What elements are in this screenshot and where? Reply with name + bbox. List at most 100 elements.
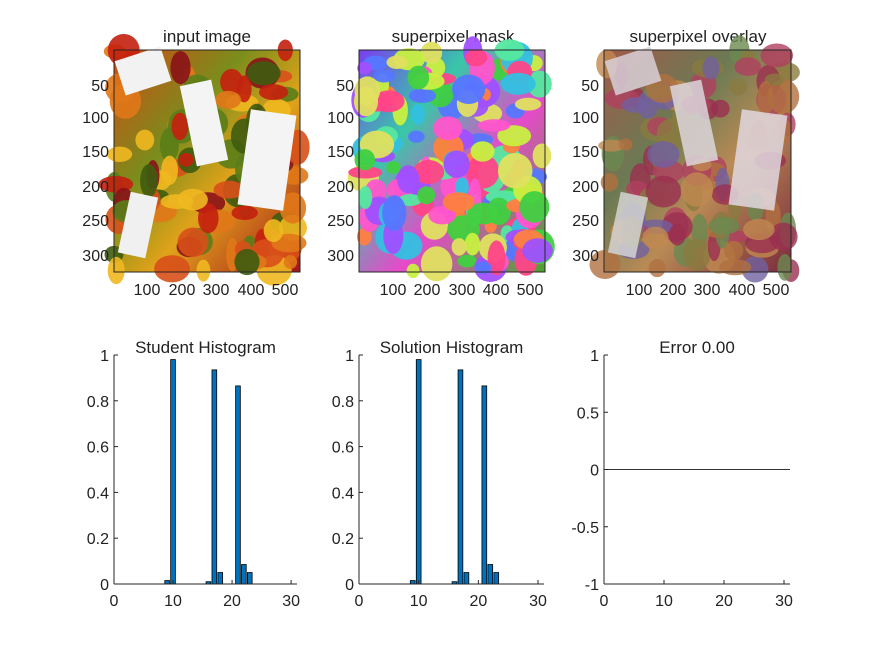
superpixel-overlay-panel: superpixel overlay 50 100 150 200 250 30… [572,27,800,299]
price-sign-icon [728,109,788,211]
xtick-label: 30 [282,593,300,610]
xtick-label: 200 [414,282,441,299]
ytick-label: 0.8 [332,394,354,411]
bar [241,564,247,585]
superpixel-mask-yticks: 50 100 150 200 250 300 [327,78,354,265]
ytick-label: 0.4 [87,485,109,502]
ytick-label: -1 [585,577,599,594]
ytick-label: 0 [590,463,599,480]
xtick-label: 200 [169,282,196,299]
superpixel-mask-panel: superpixel mask 50 100 150 200 250 300 1… [327,27,555,299]
bar [481,385,488,585]
ytick-label: 250 [82,213,109,230]
xtick-label: 100 [380,282,407,299]
ytick-label: 0 [100,577,109,594]
ytick-label: 50 [91,78,109,95]
xtick-label: 0 [355,593,364,610]
ytick-label: 200 [327,179,354,196]
ytick-label: 50 [336,78,354,95]
ytick-label: 100 [327,110,354,127]
price-sign-icon [669,79,719,167]
ytick-label: -0.5 [571,520,599,537]
bar [493,572,500,585]
ytick-label: 250 [327,213,354,230]
ytick-label: 250 [572,213,599,230]
chart-title: Solution Histogram [380,338,524,357]
xtick-label: 20 [715,593,733,610]
superpixel-overlay-frame [603,49,792,273]
xtick-label: 100 [134,282,161,299]
xtick-label: 500 [517,282,544,299]
bar [235,385,241,585]
xtick-label: 400 [238,282,265,299]
ytick-label: 0 [345,577,354,594]
bar [457,369,464,585]
bar [409,580,416,585]
input-image [98,34,310,286]
ytick-label: 300 [327,248,354,265]
ytick-label: 200 [82,179,109,196]
xtick-label: 10 [655,593,673,610]
error-plot-chart: Error 0.00-1-0.500.510 10 20 30 [571,338,793,610]
superpixel-mask-xticks: 100 200 300 400 500 [380,282,544,299]
ytick-label: 150 [327,144,354,161]
ytick-label: 0.5 [577,405,599,422]
xtick-label: 300 [449,282,476,299]
bar [247,572,253,585]
price-sign-icon [179,79,229,167]
xtick-label: 30 [775,593,793,610]
ytick-label: 200 [572,179,599,196]
xtick-label: 300 [694,282,721,299]
price-sign-icon [114,46,172,96]
superpixel-mask-frame [358,49,546,273]
input-image-title: input image [163,27,251,46]
bar [217,572,224,585]
xtick-label: 200 [660,282,687,299]
ytick-label: 300 [572,248,599,265]
xtick-label: 400 [729,282,756,299]
xtick-label: 400 [483,282,510,299]
input-image-frame [113,49,301,273]
xtick-label: 300 [203,282,230,299]
xtick-label: 0 [600,593,609,610]
input-image-panel: input image 50 100 150 200 250 300 100 2… [82,27,310,299]
bar [463,572,470,585]
input-image-yticks: 50 100 150 200 250 300 [82,78,109,265]
ytick-label: 0.4 [332,485,354,502]
ytick-label: 50 [581,78,599,95]
ytick-label: 1 [100,348,109,365]
xtick-label: 10 [410,593,428,610]
chart-title: Error 0.00 [659,338,735,357]
xtick-label: 30 [529,593,547,610]
ytick-label: 1 [345,348,354,365]
bar [415,359,422,585]
ytick-label: 300 [82,248,109,265]
chart-title: Student Histogram [135,338,276,357]
superpixel-overlay-image [589,35,800,283]
ytick-label: 0.6 [332,440,354,457]
ytick-label: 100 [572,110,599,127]
xtick-label: 500 [763,282,790,299]
bar [164,580,170,585]
ytick-label: 1 [590,348,599,365]
input-image-xticks: 100 200 300 400 500 [134,282,299,299]
xtick-label: 500 [272,282,299,299]
ytick-label: 150 [572,144,599,161]
xtick-label: 20 [223,593,241,610]
superpixel-overlay-yticks: 50 100 150 200 250 300 [572,78,599,265]
price-sign-icon [237,109,297,211]
superpixel-mask-image [347,36,555,282]
ytick-label: 150 [82,144,109,161]
bar [211,369,218,585]
ytick-label: 0.2 [332,531,354,548]
bar [170,359,176,585]
ytick-label: 0.8 [87,394,109,411]
ytick-label: 100 [82,110,109,127]
xtick-label: 0 [110,593,119,610]
ytick-label: 0.6 [87,440,109,457]
price-sign-icon [117,191,159,259]
superpixel-overlay-xticks: 100 200 300 400 500 [626,282,790,299]
